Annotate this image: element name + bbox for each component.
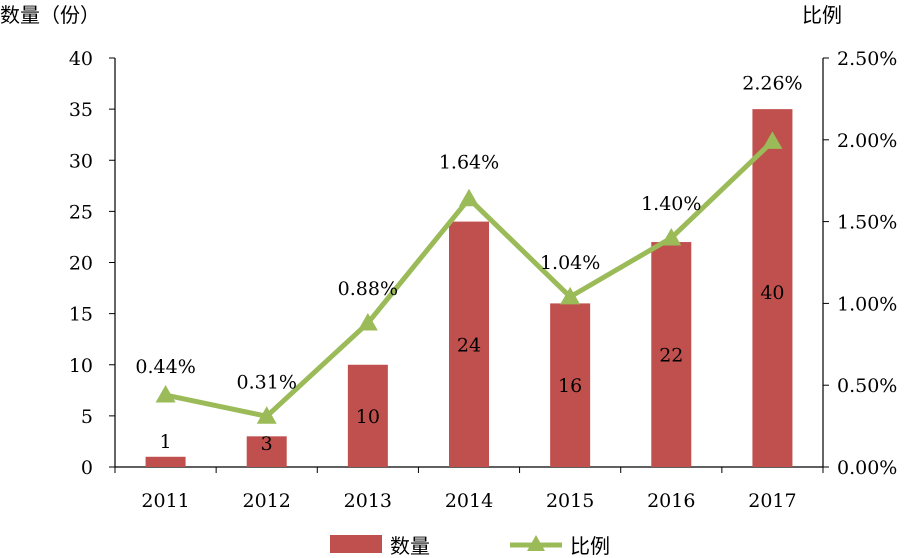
bar — [246, 436, 287, 467]
line-marker-triangle — [762, 131, 783, 149]
right-tick-label: 2.50% — [837, 48, 897, 70]
right-tick-label: 2.00% — [837, 130, 897, 152]
legend-swatch-bar — [330, 535, 382, 553]
left-tick-label: 20 — [69, 253, 93, 275]
left-axis-title: 数量（份） — [0, 3, 100, 27]
left-tick-label: 15 — [69, 304, 93, 326]
bar-value-label: 16 — [558, 375, 582, 397]
line-marker-triangle — [357, 313, 378, 331]
left-tick-label: 25 — [69, 201, 93, 223]
bar — [752, 109, 793, 467]
x-tick-label: 2016 — [647, 490, 695, 512]
bar — [550, 303, 591, 467]
bar-value-label: 3 — [261, 433, 273, 455]
line-value-label: 0.44% — [135, 356, 195, 378]
bar — [449, 221, 489, 467]
line-value-label: 2.26% — [742, 72, 802, 94]
right-tick-label: 0.50% — [837, 375, 897, 397]
line-marker-triangle — [661, 227, 682, 246]
line-value-label: 1.64% — [439, 152, 499, 174]
legend-swatch-triangle — [527, 535, 545, 551]
right-tick-label: 1.00% — [837, 293, 897, 315]
bar-value-label: 10 — [356, 406, 380, 428]
legend-label-bar: 数量 — [390, 534, 430, 558]
left-tick-label: 10 — [69, 355, 93, 377]
legend: 数量 比例 — [330, 534, 610, 558]
bar-value-label: 24 — [457, 334, 481, 356]
left-tick-label: 30 — [69, 150, 93, 172]
line-marker-triangle — [459, 188, 479, 207]
bar — [145, 456, 186, 467]
line-series — [155, 131, 783, 424]
left-tick-label: 35 — [69, 99, 93, 121]
bar-value-label: 40 — [760, 282, 784, 304]
data-labels: 1 3 10 24 16 22 40 0.44% 0.31% 0.88% 1.64% 1.04% 1.4… — [135, 72, 802, 455]
line-value-label: 0.31% — [237, 371, 297, 393]
left-tick-label: 40 — [69, 48, 93, 70]
bar — [347, 364, 388, 467]
x-tick-label: 2017 — [748, 490, 796, 512]
line-value-label: 1.40% — [641, 193, 701, 215]
right-axis-title: 比例 — [802, 3, 842, 27]
x-tick-label: 2013 — [344, 490, 392, 512]
line-value-label: 0.88% — [338, 278, 398, 300]
x-tick-label: 2014 — [445, 490, 493, 512]
left-tick-label: 5 — [81, 406, 93, 428]
line-value-label: 1.04% — [540, 252, 600, 274]
x-tick-label: 2015 — [546, 490, 594, 512]
right-tick-label: 1.50% — [837, 212, 897, 234]
legend-label-line: 比例 — [570, 534, 610, 558]
right-tick-label: 0.00% — [837, 457, 897, 479]
x-tick-label: 2011 — [141, 490, 189, 512]
bar-value-label: 22 — [659, 345, 683, 367]
line-marker-triangle — [560, 286, 581, 305]
line-marker-triangle — [256, 406, 277, 424]
axes: 0 5 10 15 20 25 30 35 40 0.00% 0.50% 1.00% 1.50% 2.00… — [0, 3, 897, 512]
line-marker-triangle — [155, 385, 176, 403]
x-tick-label: 2012 — [243, 490, 291, 512]
left-tick-label: 0 — [81, 457, 93, 479]
bar-series — [145, 109, 793, 467]
bar-value-label: 1 — [160, 431, 172, 453]
bar — [651, 242, 692, 467]
